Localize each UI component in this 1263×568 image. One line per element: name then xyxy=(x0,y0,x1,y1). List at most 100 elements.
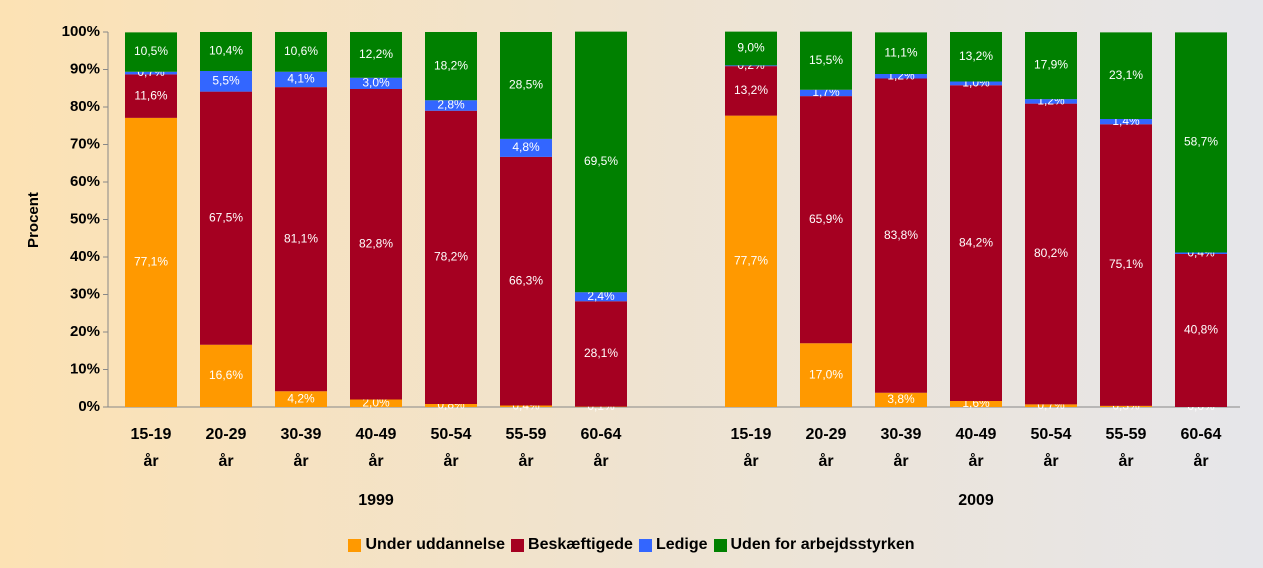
value-label: 78,2% xyxy=(434,250,468,264)
value-label: 3,0% xyxy=(362,76,390,90)
bar-segment xyxy=(350,77,402,89)
bar-segment xyxy=(275,32,327,72)
bar-segment xyxy=(125,32,177,72)
value-label: 10,5% xyxy=(134,44,168,58)
y-tick-label: 70% xyxy=(70,135,100,152)
value-label: 69,5% xyxy=(584,154,618,168)
value-label: 16,6% xyxy=(209,368,243,382)
x-tick-label: 40-49 år xyxy=(955,426,997,470)
x-tick-label: 15-19 år xyxy=(730,426,772,470)
y-axis-label: Procent xyxy=(25,192,42,248)
y-tick-label: 50% xyxy=(70,210,100,227)
bar-segment xyxy=(425,404,477,407)
value-label: 83,8% xyxy=(884,228,918,242)
legend-item: Ledige xyxy=(638,536,708,554)
bar-segment xyxy=(425,110,477,404)
x-tick-label: 50-54 år xyxy=(1030,426,1072,470)
x-tick-label: 30-39 år xyxy=(280,426,322,470)
bar-segment xyxy=(575,31,627,293)
bar-segment xyxy=(350,32,402,78)
value-label: 17,9% xyxy=(1034,58,1068,72)
legend-label: Uden for arbejdsstyrken xyxy=(730,536,915,553)
legend-swatch xyxy=(511,538,525,552)
x-tick-label: 40-49 år xyxy=(355,426,397,470)
y-tick-label: 40% xyxy=(70,248,100,265)
value-label: 3,8% xyxy=(887,392,915,406)
bar-segment xyxy=(725,31,777,66)
y-tick-label: 100% xyxy=(62,23,100,40)
x-tick-label: 15-19 år xyxy=(130,426,172,470)
y-tick-label: 60% xyxy=(70,173,100,190)
value-label: 11,1% xyxy=(884,45,917,59)
bar-segment xyxy=(425,100,477,111)
legend-label: Beskæftigede xyxy=(528,536,633,553)
legend-item: Uden for arbejdsstyrken xyxy=(713,536,915,554)
bar-segment xyxy=(500,138,552,157)
bar-segment xyxy=(1175,254,1227,407)
bar-segment xyxy=(500,405,552,407)
value-label: 28,5% xyxy=(509,78,543,92)
x-tick-label: 20-29 år xyxy=(805,426,847,470)
bar-segment xyxy=(875,392,927,407)
bar-segment xyxy=(200,32,252,71)
bar-segment xyxy=(1100,119,1152,125)
bar-segment xyxy=(575,292,627,302)
bar-segment xyxy=(1100,124,1152,406)
bar-segment xyxy=(800,343,852,407)
legend-swatch xyxy=(638,538,652,552)
bar-segment xyxy=(200,71,252,92)
value-label: 81,1% xyxy=(284,231,318,245)
bar-segment xyxy=(950,32,1002,82)
x-tick-label: 55-59 år xyxy=(1105,426,1147,470)
value-label: 77,7% xyxy=(734,253,768,267)
y-tick-label: 30% xyxy=(70,285,100,302)
bar-segment xyxy=(725,66,777,116)
bar-segment xyxy=(350,89,402,400)
value-label: 17,0% xyxy=(809,367,843,381)
bar-segment xyxy=(200,344,252,407)
x-tick-label: 50-54 år xyxy=(430,426,472,470)
value-label: 77,1% xyxy=(134,255,168,269)
value-label: 11,6% xyxy=(134,88,167,102)
value-label: 2,8% xyxy=(437,98,465,112)
bar-segment xyxy=(275,71,327,88)
bar-segment xyxy=(1025,103,1077,405)
legend-label: Ledige xyxy=(655,536,708,553)
value-label: 66,3% xyxy=(509,273,543,287)
group-label: 1999 xyxy=(358,492,394,509)
y-tick-label: 10% xyxy=(70,360,100,377)
bar-segment xyxy=(1100,32,1152,119)
bar-segment xyxy=(1025,32,1077,100)
bar-segment xyxy=(875,78,927,393)
y-tick-label: 0% xyxy=(78,398,100,415)
bar-segment xyxy=(725,65,777,67)
legend-swatch xyxy=(713,538,727,552)
bar-segment xyxy=(1100,405,1152,407)
value-label: 67,5% xyxy=(209,210,243,224)
value-label: 28,1% xyxy=(584,346,618,360)
bar-segment xyxy=(275,391,327,407)
x-tick-label: 20-29 år xyxy=(205,426,247,470)
value-label: 10,4% xyxy=(209,44,243,58)
bar-segment xyxy=(1025,99,1077,104)
bar-segment xyxy=(575,301,627,407)
value-label: 15,5% xyxy=(809,53,843,67)
value-label: 23,1% xyxy=(1109,68,1143,82)
x-tick-label: 60-64 år xyxy=(1180,426,1222,470)
bar-segment xyxy=(125,117,177,407)
bar-segment xyxy=(1175,32,1227,253)
bar-segment xyxy=(425,32,477,101)
legend: Under uddannelse Beskæftigede Ledige Uden f… xyxy=(0,536,1263,554)
bar-segment xyxy=(800,96,852,344)
group-label: 2009 xyxy=(958,492,994,509)
value-label: 84,2% xyxy=(959,235,993,249)
bar-segment xyxy=(950,85,1002,401)
value-label: 18,2% xyxy=(434,58,468,72)
value-label: 75,1% xyxy=(1109,257,1143,271)
bar-segment xyxy=(275,87,327,392)
value-label: 4,1% xyxy=(287,72,315,86)
bar-segment xyxy=(875,74,927,79)
value-label: 40,8% xyxy=(1184,323,1218,337)
y-tick-label: 20% xyxy=(70,323,100,340)
